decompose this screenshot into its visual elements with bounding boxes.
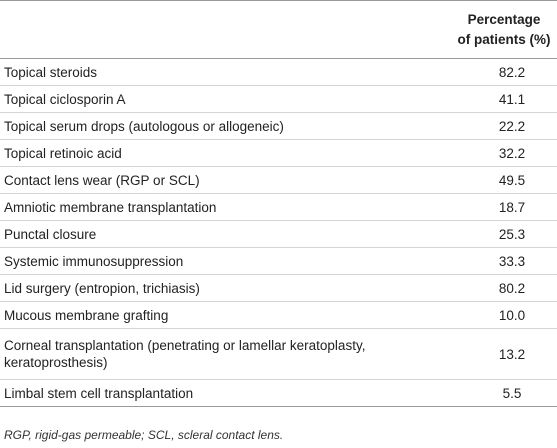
treatment-label: Topical retinoic acid [0,139,455,167]
percentage-value: 82.2 [455,58,557,86]
table-row: Topical ciclosporin A 41.1 [0,85,557,113]
table-row: Topical retinoic acid 32.2 [0,139,557,167]
percentage-value: 22.2 [455,112,557,140]
percentage-value: 10.0 [455,301,557,329]
table-row: Mucous membrane grafting 10.0 [0,301,557,329]
treatment-label: Topical steroids [0,58,455,86]
table-row: Corneal transplantation (penetrating or … [0,328,557,380]
treatment-label: Mucous membrane grafting [0,301,455,329]
treatment-label: Limbal stem cell transplantation [0,379,455,407]
percentage-header-line2: of patients (%) [457,32,551,47]
treatment-label: Lid surgery (entropion, trichiasis) [0,274,455,302]
table-row: Limbal stem cell transplantation 5.5 [0,379,557,407]
percentage-value: 49.5 [455,166,557,194]
percentage-value: 33.3 [455,247,557,275]
treatments-table-container: Percentage of patients (%) Topical stero… [0,0,557,407]
table-row: Contact lens wear (RGP or SCL) 49.5 [0,166,557,194]
treatment-label: Corneal transplantation (penetrating or … [0,328,455,380]
header-row: Percentage of patients (%) [0,0,557,59]
label-column-header [0,0,455,59]
percentage-header-line1: Percentage [467,12,541,27]
table-row: Punctal closure 25.3 [0,220,557,248]
percentage-value: 41.1 [455,85,557,113]
percentage-value: 80.2 [455,274,557,302]
table-row: Systemic immunosuppression 33.3 [0,247,557,275]
percentage-column-header: Percentage of patients (%) [455,0,557,59]
table-row: Lid surgery (entropion, trichiasis) 80.2 [0,274,557,302]
treatment-label: Punctal closure [0,220,455,248]
table-row: Topical serum drops (autologous or allog… [0,112,557,140]
table-row: Topical steroids 82.2 [0,58,557,86]
percentage-value: 18.7 [455,193,557,221]
table-body: Topical steroids 82.2 Topical ciclospori… [0,58,557,407]
treatment-label: Amniotic membrane transplantation [0,193,455,221]
treatments-table: Percentage of patients (%) Topical stero… [0,0,557,407]
percentage-value: 32.2 [455,139,557,167]
table-footnote: RGP, rigid-gas permeable; SCL, scleral c… [4,428,284,442]
table-row: Amniotic membrane transplantation 18.7 [0,193,557,221]
percentage-value: 25.3 [455,220,557,248]
percentage-value: 5.5 [455,379,557,407]
table-header: Percentage of patients (%) [0,0,557,59]
treatment-label: Topical serum drops (autologous or allog… [0,112,455,140]
treatment-label: Contact lens wear (RGP or SCL) [0,166,455,194]
treatment-label: Systemic immunosuppression [0,247,455,275]
percentage-value: 13.2 [455,328,557,380]
treatment-label: Topical ciclosporin A [0,85,455,113]
